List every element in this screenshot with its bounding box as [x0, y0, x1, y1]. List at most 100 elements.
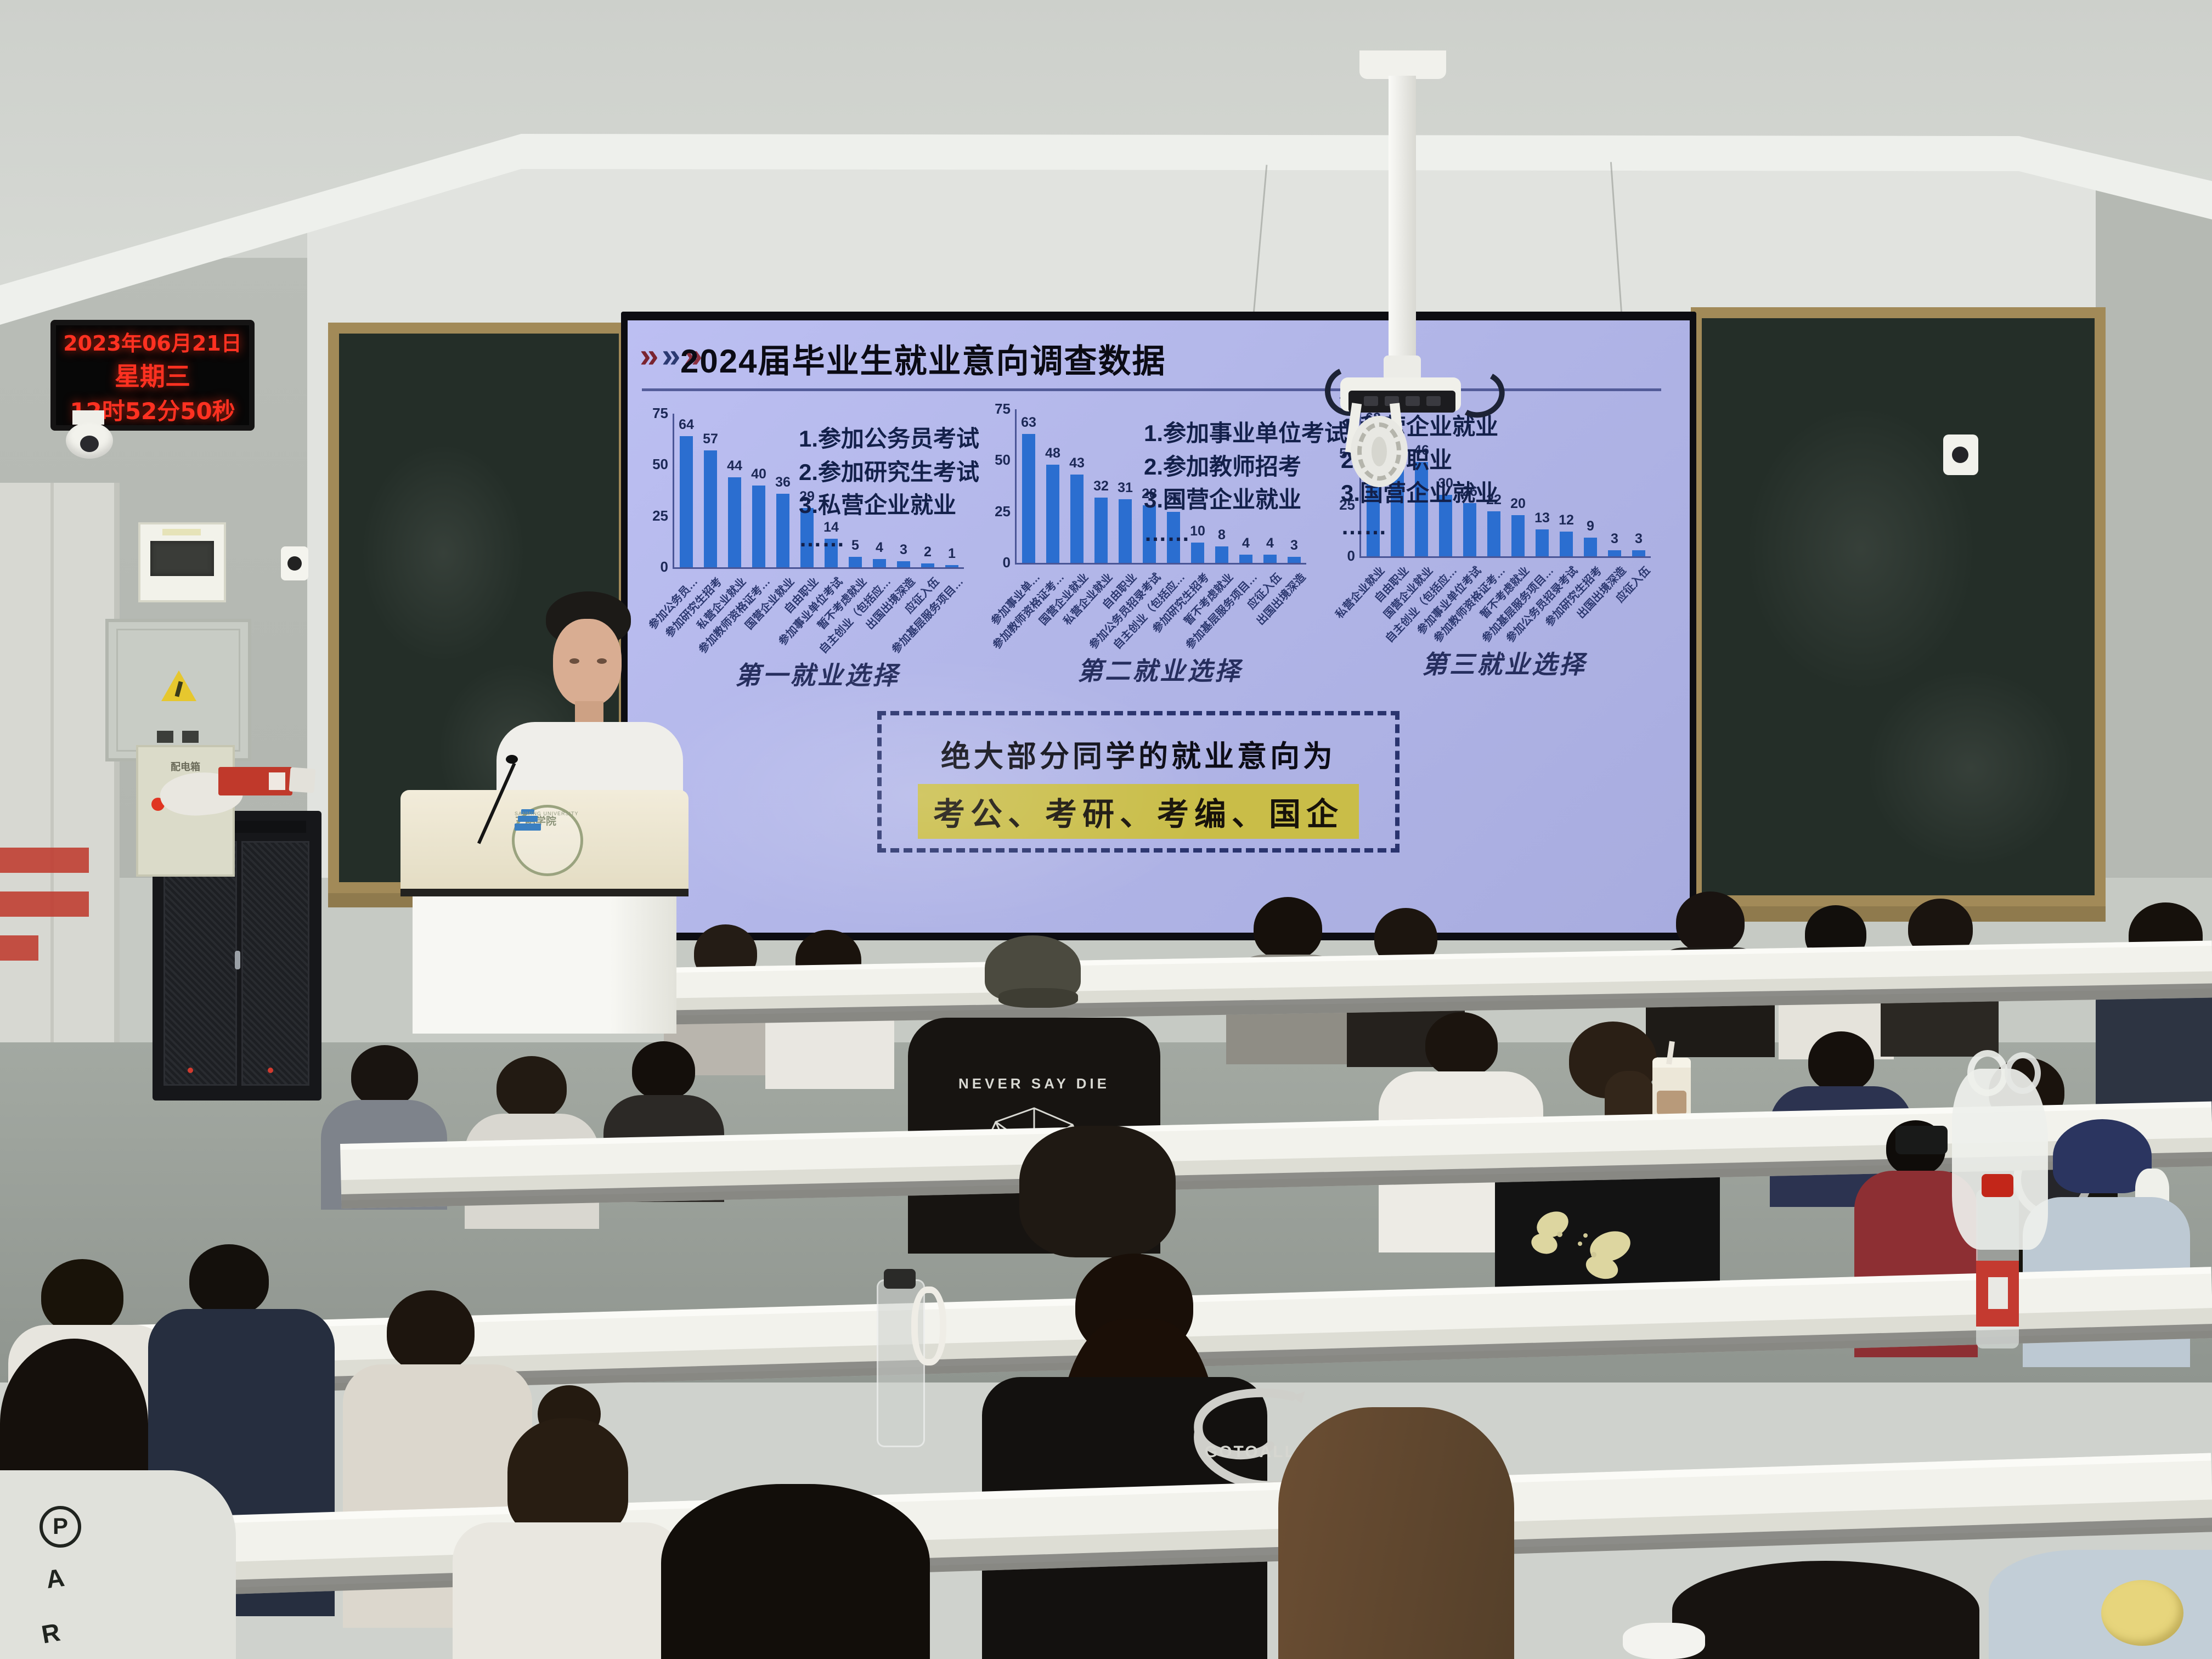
- legend-line: 2.参加教师招考: [1144, 453, 1302, 479]
- bar: [1119, 499, 1132, 563]
- bar-value: 43: [1069, 455, 1085, 471]
- bar-value: 4: [876, 540, 883, 556]
- bar: [1143, 505, 1156, 563]
- slide: » » » 2024届毕业生就业意向调查数据 0 25 50 75 64 57 44 40 36…: [628, 320, 1690, 933]
- bar: [825, 538, 838, 567]
- bar-value: 64: [679, 417, 694, 433]
- bar-value: 30: [1438, 476, 1453, 491]
- bar-value: 4: [1242, 535, 1250, 551]
- bar-value: 20: [1510, 496, 1526, 512]
- door-seam: [50, 483, 54, 1141]
- bar-value: 4: [1266, 535, 1274, 551]
- bar-value: 40: [751, 466, 766, 482]
- bar-value: 57: [703, 431, 718, 447]
- bar-value: 46: [1414, 443, 1429, 459]
- y-axis-tick: 0: [1002, 554, 1011, 571]
- bar: [1584, 538, 1597, 556]
- shirt-letter: P: [40, 1506, 81, 1548]
- bar: [897, 561, 910, 567]
- small-wall-camera: [281, 546, 308, 580]
- bar-value: 13: [1534, 510, 1550, 526]
- bar: [1167, 511, 1180, 563]
- shirt-text: NEVER SAY DIE: [958, 1075, 1110, 1092]
- microphone-tip: [506, 755, 518, 764]
- milk-tea-cup: [1652, 1041, 1691, 1121]
- bar-value: 32: [1093, 478, 1109, 494]
- legend-line: ……: [799, 525, 845, 551]
- legend-line: 3.国营企业就业: [1144, 487, 1302, 512]
- chart-title: 第一就业选择: [735, 661, 900, 690]
- bar-value: 1: [948, 546, 956, 562]
- bar: [1191, 542, 1204, 563]
- bar-value: 8: [1218, 527, 1226, 543]
- legend-line: 1.参加事业单位考试: [1144, 420, 1348, 446]
- bar: [1511, 515, 1525, 556]
- chart-title: 第三就业选择: [1422, 650, 1587, 679]
- bar: [1463, 503, 1476, 556]
- projector-mount-flange: [1359, 50, 1446, 79]
- bar-value: 3: [1635, 531, 1643, 546]
- bar: [1560, 532, 1573, 556]
- bar: [1046, 464, 1059, 563]
- projector-lens-back: [1351, 416, 1408, 487]
- bar: [1415, 462, 1428, 556]
- bar-value: 3: [1611, 531, 1618, 546]
- electrical-cabinet: [105, 619, 251, 761]
- legend-line: 1.参加公务员考试: [799, 426, 980, 452]
- bar-value: 29: [799, 488, 815, 504]
- bar: [1536, 529, 1549, 556]
- shirt-text: GOTOALLL: [1204, 1443, 1308, 1461]
- bar: [873, 559, 886, 567]
- logo-en: SANMING UNIVERSITY: [515, 811, 579, 816]
- rack-handle: [235, 951, 240, 969]
- water-bottle: [877, 1269, 946, 1447]
- slide-title: 2024届毕业生就业意向调查数据: [680, 343, 1166, 380]
- bar: [921, 563, 934, 567]
- chevron-icon: »: [640, 337, 659, 375]
- chart-legend-2: 1.参加事业单位考试 2.参加教师招考 3.国营企业就业 ……: [1144, 419, 1347, 552]
- clock-weekday: 星期三: [115, 362, 190, 391]
- bar: [1239, 555, 1252, 563]
- red-stripe: [0, 848, 89, 873]
- projector-joint: [1384, 356, 1421, 381]
- navy-cap: [2053, 1119, 2152, 1193]
- chalk-tray: [1691, 906, 2106, 922]
- butterfly-print: [1531, 1211, 1630, 1279]
- y-axis-tick: 25: [1339, 496, 1355, 513]
- bar: [1632, 550, 1645, 556]
- bar: [1288, 556, 1301, 563]
- projection-screen: » » » 2024届毕业生就业意向调查数据 0 25 50 75 64 57 44 40 36…: [621, 312, 1696, 940]
- bar-value: 9: [1587, 518, 1594, 534]
- chart-legend-1: 1.参加公务员考试 2.参加研究生考试 3.私营企业就业 ……: [799, 425, 979, 557]
- bar: [1439, 495, 1452, 556]
- y-axis-tick: 50: [652, 456, 668, 473]
- y-axis-tick: 75: [995, 400, 1011, 417]
- y-axis-tick: 25: [652, 507, 668, 524]
- door: [0, 483, 120, 1141]
- legend-line: 3.国营企业就业: [1341, 480, 1499, 506]
- bar: [1094, 497, 1108, 563]
- bar: [800, 507, 814, 567]
- security-camera: [1943, 435, 1978, 475]
- y-axis-tick: 25: [995, 503, 1011, 520]
- bar: [752, 485, 765, 567]
- pagoda-icon: [515, 808, 541, 831]
- bar: [1487, 511, 1500, 556]
- y-axis-tick: 50: [995, 452, 1011, 469]
- clock-date: 2023年06月21日: [63, 331, 242, 356]
- legend-line: ……: [1144, 520, 1190, 546]
- legend-line: 2.参加研究生考试: [799, 459, 980, 485]
- yellow-pom: [2101, 1580, 2183, 1646]
- bar: [1070, 475, 1084, 563]
- projector-port-panel: [1348, 391, 1455, 413]
- wall-panel-box: [138, 522, 226, 602]
- bar-value: 48: [1045, 445, 1060, 461]
- bar-value: 28: [1142, 486, 1157, 502]
- bar: [1022, 433, 1035, 563]
- red-cap-bottle: [1976, 1174, 2019, 1348]
- bar: [849, 557, 862, 567]
- projector-pole: [1389, 76, 1416, 372]
- red-box: [218, 767, 292, 795]
- chart-plot: 64 57 44 40 36 29 14 5 4 3 2 1: [673, 414, 964, 569]
